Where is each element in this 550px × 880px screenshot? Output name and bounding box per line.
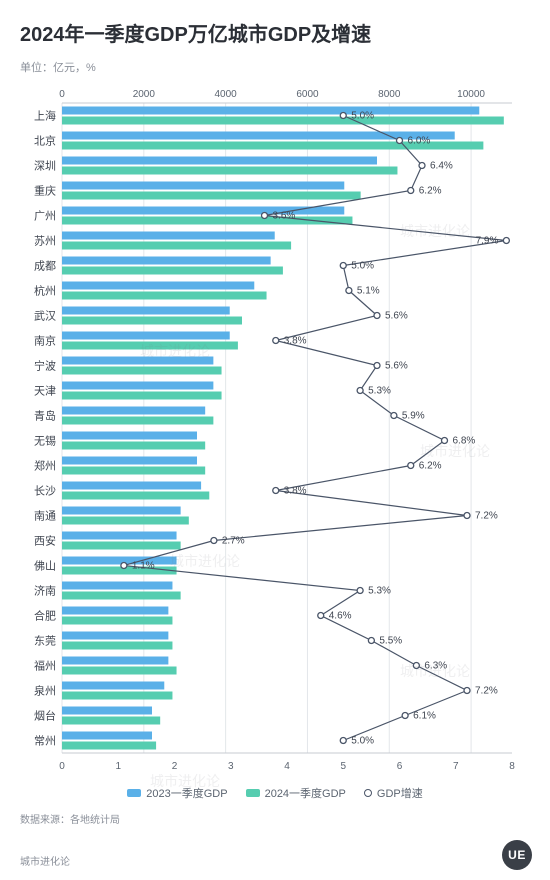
svg-text:2: 2: [172, 761, 178, 772]
svg-text:6.4%: 6.4%: [430, 161, 453, 172]
svg-text:上海: 上海: [34, 109, 56, 123]
svg-text:宁波: 宁波: [34, 359, 56, 373]
svg-text:广州: 广州: [34, 210, 56, 223]
svg-text:5.5%: 5.5%: [379, 636, 402, 647]
legend-swatch-2024: [246, 789, 260, 797]
svg-text:5.6%: 5.6%: [385, 311, 408, 322]
svg-text:5.3%: 5.3%: [368, 386, 391, 397]
chart-title: 2024年一季度GDP万亿城市GDP及增速: [20, 18, 530, 47]
legend-item-growth: GDP增速: [364, 785, 423, 801]
svg-text:0: 0: [59, 89, 65, 100]
svg-text:南通: 南通: [34, 510, 56, 523]
svg-text:6000: 6000: [296, 89, 319, 100]
svg-text:南京: 南京: [34, 334, 56, 348]
svg-text:苏州: 苏州: [34, 235, 56, 248]
legend-label-growth: GDP增速: [377, 785, 423, 801]
chart-svg: 0 2000 4000 6000 8000 10000 0 1 2 3 4 5 6 7 8 上海北京深圳重庆广…: [20, 81, 530, 781]
legend-item-2024: 2024一季度GDP: [246, 785, 346, 801]
svg-text:1.1%: 1.1%: [132, 561, 155, 572]
svg-text:8000: 8000: [378, 89, 401, 100]
svg-text:无锡: 无锡: [34, 434, 56, 448]
svg-text:2.7%: 2.7%: [222, 536, 245, 547]
svg-text:5.1%: 5.1%: [357, 286, 380, 297]
svg-text:佛山: 佛山: [34, 560, 56, 573]
svg-text:5.0%: 5.0%: [351, 111, 374, 122]
svg-text:东莞: 东莞: [34, 635, 56, 648]
brand-text: 城市进化论: [20, 853, 70, 868]
svg-text:4.6%: 4.6%: [329, 611, 352, 622]
brand-logo: UE: [502, 840, 532, 870]
chart-unit: 单位：亿元，%: [20, 59, 530, 75]
svg-text:泉州: 泉州: [34, 684, 56, 698]
svg-text:5.9%: 5.9%: [402, 411, 425, 422]
legend: 2023一季度GDP 2024一季度GDP GDP增速: [20, 785, 530, 801]
svg-text:7.9%: 7.9%: [476, 236, 499, 247]
svg-text:武汉: 武汉: [34, 310, 56, 323]
svg-text:烟台: 烟台: [34, 709, 56, 723]
svg-text:6: 6: [397, 761, 403, 772]
legend-label-2024: 2024一季度GDP: [265, 785, 346, 801]
svg-text:5.6%: 5.6%: [385, 361, 408, 372]
svg-text:6.3%: 6.3%: [424, 661, 447, 672]
svg-text:6.8%: 6.8%: [453, 436, 476, 447]
svg-text:3.6%: 3.6%: [273, 211, 296, 222]
svg-text:成都: 成都: [34, 260, 56, 273]
svg-text:5: 5: [340, 761, 346, 772]
svg-text:6.2%: 6.2%: [419, 461, 442, 472]
svg-text:济南: 济南: [34, 584, 56, 598]
svg-text:长沙: 长沙: [34, 485, 56, 498]
svg-text:3.8%: 3.8%: [284, 336, 307, 347]
svg-text:6.1%: 6.1%: [413, 711, 436, 722]
svg-text:天津: 天津: [34, 385, 56, 398]
svg-text:1: 1: [115, 761, 121, 772]
svg-text:0: 0: [59, 761, 65, 772]
svg-text:7.2%: 7.2%: [475, 686, 498, 697]
legend-label-2023: 2023一季度GDP: [146, 785, 227, 801]
svg-text:3.8%: 3.8%: [284, 486, 307, 497]
svg-text:2000: 2000: [133, 89, 156, 100]
svg-text:3: 3: [228, 761, 234, 772]
legend-swatch-2023: [127, 789, 141, 797]
svg-text:常州: 常州: [34, 735, 56, 748]
svg-text:4: 4: [284, 761, 290, 772]
svg-text:西安: 西安: [34, 534, 56, 548]
svg-text:10000: 10000: [457, 89, 485, 100]
svg-text:4000: 4000: [215, 89, 238, 100]
svg-text:深圳: 深圳: [34, 160, 56, 173]
chart-area: 0 2000 4000 6000 8000 10000 0 1 2 3 4 5 6 7 8 上海北京深圳重庆广…: [20, 81, 530, 781]
svg-text:重庆: 重庆: [34, 184, 56, 198]
svg-text:6.2%: 6.2%: [419, 186, 442, 197]
svg-text:6.0%: 6.0%: [408, 136, 431, 147]
svg-text:青岛: 青岛: [34, 409, 56, 423]
svg-text:8: 8: [509, 761, 515, 772]
svg-text:郑州: 郑州: [34, 459, 56, 473]
svg-text:5.0%: 5.0%: [351, 736, 374, 747]
svg-text:杭州: 杭州: [34, 284, 56, 298]
legend-item-2023: 2023一季度GDP: [127, 785, 227, 801]
svg-text:5.3%: 5.3%: [368, 586, 391, 597]
svg-text:合肥: 合肥: [34, 609, 56, 623]
legend-dot-growth: [364, 789, 372, 797]
svg-text:7: 7: [453, 761, 459, 772]
svg-text:北京: 北京: [34, 134, 56, 148]
data-source: 数据来源：各地统计局: [20, 811, 530, 826]
svg-text:福州: 福州: [34, 659, 56, 673]
svg-text:7.2%: 7.2%: [475, 511, 498, 522]
svg-text:5.0%: 5.0%: [351, 261, 374, 272]
